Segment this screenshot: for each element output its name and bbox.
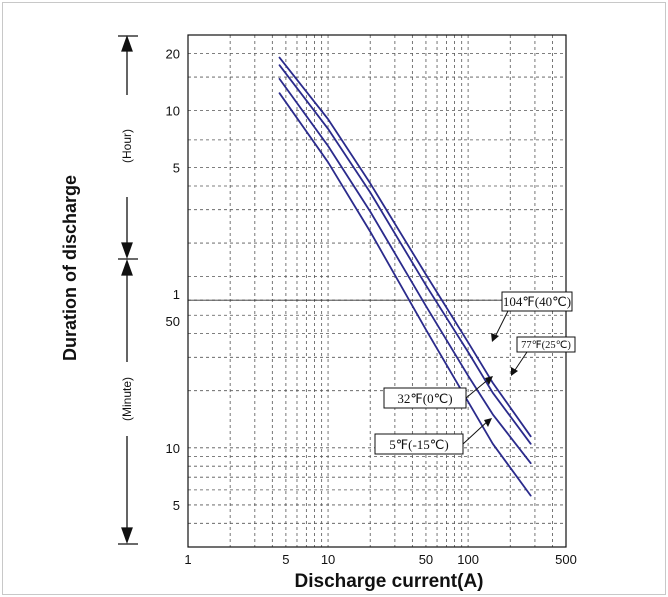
svg-text:32℉(0℃): 32℉(0℃) bbox=[397, 391, 452, 406]
grid bbox=[188, 35, 566, 547]
y-axis-label: Duration of discharge bbox=[60, 175, 80, 361]
x-tick-label: 5 bbox=[282, 552, 289, 567]
series-line-1 bbox=[278, 64, 532, 445]
series-line-3 bbox=[278, 92, 532, 497]
label-104F: 104℉(40℃) bbox=[491, 291, 573, 342]
label-5F: 5℉(-15℃) bbox=[374, 418, 492, 455]
plot-border bbox=[187, 34, 567, 548]
series-line-2 bbox=[278, 78, 532, 465]
y-tick-label: 5 bbox=[173, 498, 180, 513]
x-tick-label: 50 bbox=[419, 552, 433, 567]
hour-unit-label: (Hour) bbox=[120, 129, 134, 163]
label-32F: 32℉(0℃) bbox=[383, 376, 493, 409]
y-tick-label: 50 bbox=[166, 314, 180, 329]
curves bbox=[278, 56, 532, 497]
y-tick-label: 10 bbox=[166, 441, 180, 456]
y-tick-label: 10 bbox=[166, 103, 180, 118]
svg-text:5℉(-15℃): 5℉(-15℃) bbox=[389, 437, 448, 452]
label-77F: 77℉(25℃) bbox=[511, 336, 576, 376]
hour-range-arrow bbox=[118, 35, 138, 260]
x-axis-label: Discharge current(A) bbox=[295, 571, 484, 592]
x-tick-label: 500 bbox=[555, 552, 577, 567]
minute-unit-label: (Minute) bbox=[120, 377, 134, 421]
y-tick-labels: 20 10 5 1 50 10 5 bbox=[166, 46, 180, 513]
y-tick-label: 5 bbox=[173, 161, 180, 176]
x-tick-label: 1 bbox=[184, 552, 191, 567]
x-tick-label: 100 bbox=[457, 552, 479, 567]
minute-range-arrow bbox=[118, 259, 138, 545]
series-line-0 bbox=[278, 56, 532, 438]
x-tick-labels: 1 5 10 50 100 500 bbox=[184, 552, 576, 567]
svg-text:77℉(25℃): 77℉(25℃) bbox=[521, 340, 571, 351]
y-tick-label: 20 bbox=[166, 46, 180, 61]
x-tick-label: 10 bbox=[321, 552, 335, 567]
svg-text:104℉(40℃): 104℉(40℃) bbox=[503, 294, 571, 309]
y-tick-label: 1 bbox=[173, 287, 180, 302]
